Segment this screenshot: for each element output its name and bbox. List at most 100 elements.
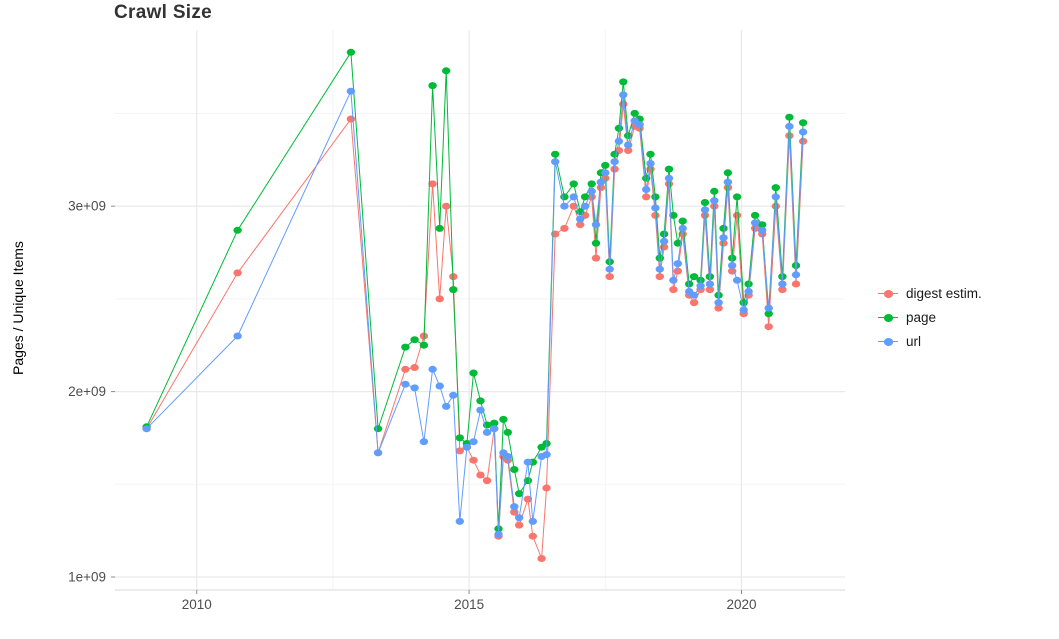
data-point-page bbox=[419, 341, 429, 349]
data-point-page bbox=[346, 48, 356, 56]
data-point-page bbox=[569, 180, 578, 188]
data-point-url bbox=[785, 122, 794, 130]
data-point-url bbox=[642, 186, 651, 193]
data-point-page bbox=[510, 466, 519, 473]
data-point-digest-estim bbox=[764, 323, 773, 331]
data-point-page bbox=[476, 397, 485, 405]
data-point-url bbox=[510, 503, 519, 511]
data-point-page bbox=[503, 428, 512, 436]
data-point-page bbox=[651, 193, 660, 201]
data-point-digest-estim bbox=[428, 180, 437, 188]
legend-key-icon-url bbox=[878, 335, 898, 349]
data-point-page bbox=[373, 425, 383, 433]
data-point-digest-estim bbox=[560, 224, 569, 232]
data-point-url bbox=[605, 265, 614, 273]
data-point-digest-estim bbox=[455, 447, 464, 455]
data-point-digest-estim bbox=[642, 193, 651, 201]
data-point-url bbox=[758, 226, 767, 234]
data-point-url bbox=[646, 160, 655, 167]
data-point-url bbox=[482, 428, 492, 436]
data-point-url bbox=[515, 514, 524, 522]
data-point-url bbox=[664, 174, 674, 182]
data-point-page bbox=[515, 490, 524, 498]
data-point-url bbox=[778, 280, 787, 288]
data-point-url bbox=[659, 237, 669, 245]
data-point-digest-estim bbox=[528, 532, 537, 540]
data-point-page bbox=[798, 119, 808, 127]
data-point-page bbox=[723, 169, 733, 177]
data-point-page bbox=[551, 150, 560, 158]
data-point-url bbox=[528, 517, 537, 525]
data-point-url bbox=[373, 449, 383, 457]
data-point-digest-estim bbox=[233, 269, 242, 277]
y-tick-label: 3e+09 bbox=[68, 199, 106, 214]
data-point-page bbox=[455, 434, 464, 442]
data-point-url bbox=[739, 306, 748, 314]
data-point-page bbox=[435, 224, 444, 232]
data-point-page bbox=[646, 150, 655, 158]
data-point-page bbox=[678, 217, 687, 225]
x-tick-label: 2020 bbox=[726, 597, 756, 612]
data-point-url bbox=[723, 178, 733, 186]
data-point-page bbox=[659, 230, 669, 238]
data-point-url bbox=[700, 206, 710, 214]
data-point-page bbox=[732, 193, 742, 201]
data-point-page bbox=[401, 343, 410, 351]
data-point-digest-estim bbox=[591, 254, 601, 262]
data-point-url bbox=[449, 391, 458, 399]
data-point-url bbox=[610, 158, 619, 166]
data-point-page bbox=[764, 310, 773, 318]
data-point-digest-estim bbox=[537, 555, 546, 562]
data-point-digest-estim bbox=[732, 211, 742, 219]
data-point-page bbox=[469, 369, 478, 377]
data-point-page bbox=[587, 180, 596, 188]
data-point-url bbox=[462, 443, 472, 451]
data-point-url bbox=[591, 221, 601, 229]
data-point-page bbox=[591, 239, 601, 247]
series-line-digest-estim bbox=[146, 103, 804, 559]
data-point-url bbox=[635, 121, 644, 129]
legend-item-digest-estim: digest estim. bbox=[878, 286, 982, 301]
data-point-url bbox=[435, 382, 444, 390]
data-point-url bbox=[791, 271, 801, 279]
data-point-url bbox=[142, 425, 151, 433]
data-point-page bbox=[442, 67, 451, 75]
data-point-url bbox=[798, 128, 808, 136]
data-point-url bbox=[401, 380, 410, 388]
data-point-digest-estim bbox=[791, 280, 801, 288]
data-point-url bbox=[476, 406, 485, 414]
x-tick-label: 2015 bbox=[454, 597, 484, 612]
data-point-digest-estim bbox=[619, 100, 628, 108]
data-point-url bbox=[719, 234, 728, 242]
legend-label-digest-estim: digest estim. bbox=[906, 286, 982, 301]
data-point-url bbox=[705, 280, 715, 288]
data-point-url bbox=[569, 193, 578, 201]
data-point-url bbox=[614, 137, 624, 145]
x-tick-label: 2010 bbox=[182, 597, 212, 612]
data-point-url bbox=[523, 458, 533, 466]
data-point-url bbox=[678, 224, 687, 232]
data-point-digest-estim bbox=[655, 273, 664, 281]
data-point-url bbox=[503, 453, 512, 460]
data-point-url bbox=[346, 87, 356, 95]
data-point-url bbox=[750, 219, 760, 227]
series-line-url bbox=[146, 90, 804, 535]
data-point-url bbox=[673, 260, 682, 268]
data-point-url bbox=[619, 91, 628, 99]
data-point-url bbox=[428, 365, 437, 373]
data-point-page bbox=[410, 336, 419, 344]
legend-label-url: url bbox=[906, 334, 922, 349]
data-point-url bbox=[696, 282, 705, 290]
data-point-page bbox=[560, 193, 569, 201]
data-point-url bbox=[596, 178, 606, 186]
data-point-url bbox=[651, 204, 660, 212]
y-tick-label: 1e+09 bbox=[68, 570, 106, 585]
data-point-digest-estim bbox=[689, 299, 699, 307]
data-point-url bbox=[624, 141, 633, 149]
data-point-url bbox=[494, 530, 503, 538]
data-point-digest-estim bbox=[476, 471, 485, 479]
data-point-page bbox=[580, 193, 590, 201]
data-point-url bbox=[233, 332, 242, 340]
